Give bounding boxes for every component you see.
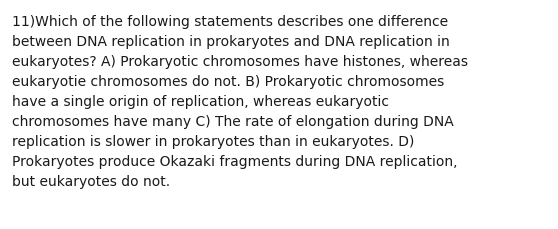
Text: 11)Which of the following statements describes one difference
between DNA replic: 11)Which of the following statements des… xyxy=(12,15,468,188)
